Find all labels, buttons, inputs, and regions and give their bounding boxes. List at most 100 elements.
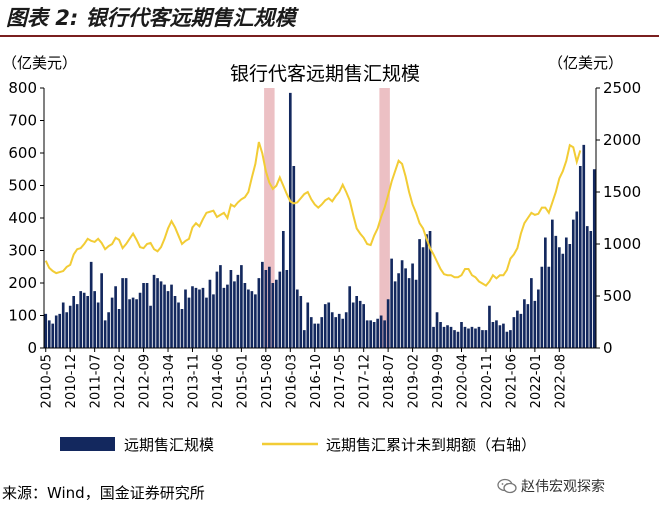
bar — [376, 318, 379, 348]
bar — [456, 331, 460, 348]
bar — [446, 325, 449, 348]
bar — [372, 322, 376, 348]
watermark: 赵伟宏观探索 — [497, 476, 605, 496]
x-tick-label: 2012-09 — [138, 354, 153, 408]
bar — [285, 270, 289, 348]
bar — [512, 317, 516, 348]
legend-bar-swatch — [60, 437, 115, 451]
bar — [460, 322, 463, 348]
bar — [292, 166, 296, 348]
y-right-tick-label: 1500 — [603, 183, 641, 201]
title-rule — [0, 35, 659, 37]
bar — [100, 273, 103, 348]
x-tick-label: 2016-10 — [309, 354, 324, 408]
bar — [51, 323, 55, 348]
bar — [75, 304, 79, 348]
bar — [320, 317, 324, 348]
legend-line-label: 远期售汇累计未到期额（右轴） — [326, 436, 536, 454]
bar — [145, 283, 149, 348]
bar — [79, 291, 83, 348]
bar — [523, 299, 526, 348]
outstanding-balance-line — [44, 141, 582, 287]
y-left-unit: （亿美元） — [2, 54, 77, 72]
y-left-tick-label: 700 — [8, 112, 37, 130]
bar — [86, 296, 89, 348]
bar — [250, 291, 254, 348]
bar — [386, 299, 390, 348]
bar — [309, 317, 313, 348]
x-tick-label: 2019-02 — [407, 354, 422, 408]
bar — [505, 331, 509, 348]
bar — [114, 286, 117, 348]
bar — [355, 296, 359, 348]
bar — [516, 310, 519, 348]
y-left-tick-label: 0 — [27, 339, 37, 357]
bar — [551, 219, 554, 348]
bar — [226, 284, 229, 348]
bar — [254, 294, 257, 348]
x-tick-label: 2010-12 — [64, 354, 79, 408]
bar — [229, 270, 233, 348]
bar — [411, 263, 414, 348]
y-right-tick-label: 2500 — [603, 79, 641, 97]
bar — [519, 313, 523, 348]
bar — [337, 313, 341, 348]
bar — [236, 274, 240, 348]
x-tick-label: 2016-03 — [284, 354, 299, 408]
bar — [533, 300, 537, 348]
y-left-tick-label: 600 — [8, 144, 37, 162]
bar — [330, 312, 334, 348]
bar — [449, 326, 453, 348]
y-right-unit: （亿美元） — [548, 54, 623, 72]
bar — [187, 297, 191, 348]
bar — [544, 237, 547, 348]
bar — [261, 261, 264, 348]
bar — [68, 305, 72, 348]
bar — [47, 320, 51, 348]
bar — [212, 294, 215, 348]
bar — [44, 313, 48, 348]
bar — [341, 318, 345, 348]
bar — [348, 286, 352, 348]
bar — [344, 312, 348, 348]
bar — [313, 323, 317, 348]
bar — [110, 297, 114, 348]
bar — [400, 260, 404, 348]
y-right-tick-label: 500 — [603, 287, 632, 305]
bar — [275, 279, 278, 348]
y-right-tick-label: 2000 — [603, 131, 641, 149]
bar — [495, 320, 498, 348]
bar — [575, 211, 579, 348]
bar — [323, 304, 327, 348]
bar — [131, 297, 135, 348]
x-tick-label: 2015-01 — [235, 354, 250, 408]
y-right-tick-label: 1000 — [603, 235, 641, 253]
bar — [463, 326, 467, 348]
y-right-tick-label: 0 — [603, 339, 613, 357]
x-tick-label: 2021-06 — [504, 354, 519, 408]
bar — [453, 330, 456, 348]
x-tick-label: 2020-11 — [480, 354, 495, 408]
bar — [474, 328, 477, 348]
y-left-tick-label: 800 — [8, 79, 37, 97]
x-tick-label: 2017-12 — [358, 354, 373, 408]
bar — [571, 219, 575, 348]
bar — [152, 274, 156, 348]
bar — [369, 320, 372, 348]
bar — [61, 302, 65, 348]
bar — [585, 226, 589, 348]
bar — [268, 266, 271, 348]
bar — [240, 265, 243, 348]
figure-title: 图表 2: 银行代客远期售汇规模 — [6, 2, 296, 32]
bar — [65, 312, 69, 348]
bar — [257, 278, 261, 348]
bar — [166, 291, 170, 348]
bar — [208, 279, 212, 348]
bar — [149, 305, 152, 348]
bar — [299, 296, 303, 348]
bar — [432, 326, 435, 348]
bar — [557, 247, 561, 348]
bar — [467, 328, 470, 348]
bar — [177, 302, 180, 348]
bar — [351, 302, 355, 348]
